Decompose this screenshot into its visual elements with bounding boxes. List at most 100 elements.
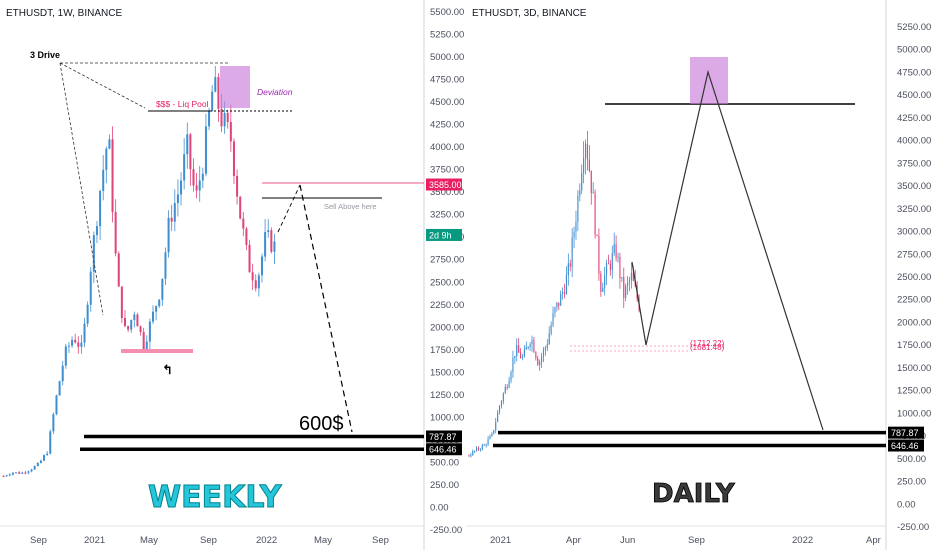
daily-target-zone[interactable] — [690, 57, 728, 104]
daily-candle — [506, 386, 508, 388]
weekly-candle — [257, 275, 260, 289]
weekly-time-axis[interactable]: Sep 2021 May Sep 2022 May Sep — [30, 535, 389, 546]
weekly-candle — [24, 472, 27, 474]
daily-price-tag-label: 646.46 — [891, 441, 919, 451]
weekly-candle — [74, 339, 77, 343]
daily-candle — [544, 347, 546, 350]
weekly-candle — [164, 252, 167, 279]
low-liq-bar[interactable] — [121, 349, 193, 353]
weekly-candle — [176, 194, 179, 204]
weekly-y-tick: 3500.00 — [430, 187, 464, 198]
daily-candle — [592, 192, 594, 194]
daily-candle — [615, 244, 617, 258]
weekly-candle — [114, 212, 117, 254]
daily-candle — [575, 221, 577, 232]
weekly-y-tick: 1000.00 — [430, 412, 464, 423]
daily-y-tick: 3250.00 — [897, 204, 931, 215]
weekly-candle — [102, 169, 105, 191]
weekly-price-tag[interactable] — [426, 178, 462, 191]
daily-price-tag[interactable] — [888, 439, 924, 452]
daily-candle — [474, 450, 476, 452]
daily-candle — [541, 356, 543, 362]
daily-candle — [504, 386, 506, 394]
daily-y-tick: 1250.00 — [897, 386, 931, 397]
daily-projection-path[interactable] — [631, 69, 824, 431]
daily-candle — [577, 195, 579, 222]
weekly-projection-down[interactable] — [299, 184, 353, 433]
weekly-price-tag[interactable] — [426, 228, 462, 241]
daily-candle — [510, 372, 512, 381]
weekly-y-tick: 500.00 — [430, 457, 459, 468]
daily-candle — [621, 277, 623, 279]
daily-y-tick: 0.00 — [897, 499, 916, 510]
daily-candle — [497, 412, 499, 422]
weekly-candle — [223, 113, 226, 127]
weekly-candle — [21, 472, 24, 474]
daily-candle — [529, 344, 531, 348]
weekly-candle — [214, 77, 217, 92]
weekly-price-tag[interactable] — [426, 443, 462, 456]
weekly-tag[interactable]: WEEKLY — [148, 480, 284, 516]
daily-price-axis[interactable]: 5250.00 5000.00 4750.00 4500.00 4250.00 4000.… — [897, 22, 931, 533]
sell-above-label[interactable]: Sell Above here — [324, 202, 377, 211]
daily-candle — [556, 302, 558, 308]
daily-y-tick: 1750.00 — [897, 340, 931, 351]
weekly-price-tag-label: 2d 9h — [429, 230, 452, 240]
weekly-candle — [11, 472, 14, 475]
weekly-candle — [211, 91, 214, 112]
daily-candle — [560, 293, 562, 306]
weekly-candle — [155, 306, 158, 312]
daily-candle — [567, 263, 569, 276]
daily-y-tick: 4500.00 — [897, 90, 931, 101]
daily-price-tag[interactable] — [888, 426, 924, 439]
weekly-price-axis[interactable]: 5500.00 5250.00 5000.00 4750.00 4500.00 4250.… — [430, 7, 464, 536]
three-drive-label[interactable]: 3 Drive — [30, 50, 60, 60]
weekly-candle — [183, 154, 186, 181]
weekly-candle — [226, 113, 229, 122]
liq-pool-label[interactable]: $$$ - Liq Pool — [156, 99, 209, 109]
weekly-candle — [148, 321, 151, 342]
weekly-candle — [251, 272, 254, 281]
low-arrow-icon: ↰ — [162, 363, 173, 378]
daily-y-tick: 3500.00 — [897, 181, 931, 192]
weekly-candle — [105, 148, 108, 170]
weekly-x-tick: May — [314, 535, 332, 546]
weekly-projection-up[interactable] — [277, 184, 301, 233]
daily-candle — [627, 282, 629, 286]
daily-candle — [607, 263, 610, 265]
daily-candle — [625, 285, 627, 298]
weekly-plot-area[interactable] — [0, 0, 424, 550]
daily-plot-area[interactable] — [466, 0, 886, 550]
weekly-candle — [83, 323, 86, 343]
weekly-price-tag[interactable] — [426, 430, 462, 443]
weekly-candle — [170, 217, 173, 222]
daily-y-tick: 500.00 — [897, 454, 926, 465]
target-600-label[interactable]: 600$ — [299, 413, 344, 435]
daily-candle — [630, 272, 632, 281]
daily-tag[interactable]: DAILY — [652, 479, 737, 510]
daily-candle — [558, 302, 560, 306]
weekly-candle — [92, 235, 95, 272]
daily-candle — [590, 170, 592, 194]
weekly-y-tick: 2750.00 — [430, 255, 464, 266]
deviation-zone[interactable] — [220, 66, 250, 108]
weekly-candle — [8, 474, 11, 476]
three-drive-mid-line[interactable] — [59, 62, 146, 109]
daily-candle — [596, 234, 598, 236]
daily-candle — [623, 277, 625, 298]
daily-candle — [594, 192, 596, 235]
weekly-symbol-label[interactable]: ETHUSDT, 1W, BINANCE — [6, 8, 122, 19]
daily-candles — [468, 130, 640, 458]
fib-top-label[interactable]: (1712.22) — [690, 339, 725, 348]
weekly-candle — [204, 126, 207, 174]
weekly-candle — [217, 77, 220, 109]
fib-bottom-label[interactable]: (1681.48) — [690, 343, 725, 352]
daily-candle — [600, 273, 602, 292]
three-drive-low-line[interactable] — [59, 62, 104, 316]
deviation-label[interactable]: Deviation — [257, 87, 293, 97]
weekly-y-tick: 2000.00 — [430, 322, 464, 333]
weekly-price-tag-label: 646.46 — [429, 445, 457, 455]
daily-time-axis[interactable]: 2021 Apr Jun Sep 2022 Apr — [490, 535, 881, 546]
daily-candle — [565, 275, 567, 294]
daily-symbol-label[interactable]: ETHUSDT, 3D, BINANCE — [472, 8, 587, 19]
